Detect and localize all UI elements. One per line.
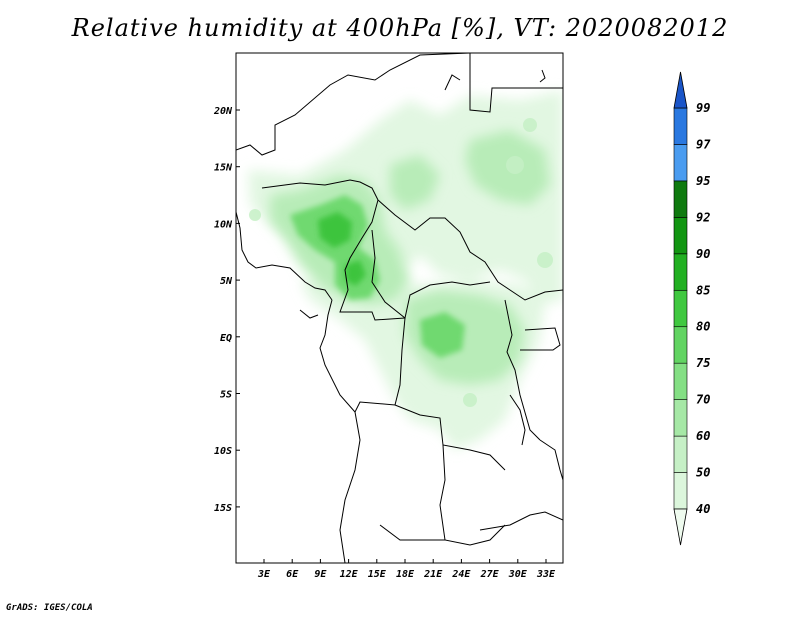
colorbar-segment xyxy=(673,326,688,364)
lat-label: EQ xyxy=(220,333,232,344)
colorbar-label: 75 xyxy=(696,356,710,370)
colorbar-segment xyxy=(673,472,688,510)
colorbar-label: 40 xyxy=(696,502,710,516)
colorbar-segment xyxy=(673,107,688,145)
colorbar-label: 90 xyxy=(696,247,710,261)
grads-credit: GrADS: IGES/COLA xyxy=(6,603,93,613)
lat-label: 20N xyxy=(213,106,233,117)
colorbar-label: 80 xyxy=(696,320,710,334)
colorbar-label: 99 xyxy=(696,101,710,115)
lon-label: 33E xyxy=(536,569,556,580)
colorbar-segment xyxy=(673,253,688,291)
colorbar-segment xyxy=(673,144,688,182)
colorbar-segment xyxy=(673,435,688,473)
lon-label: 21E xyxy=(423,569,443,580)
map-title: Relative humidity at 400hPa [%], VT: 202… xyxy=(71,14,729,42)
colorbar-label: 60 xyxy=(696,429,710,443)
longitude-axis: 3E 6E 9E 12E 15E 18E 21E 24E 27E 30E 33E xyxy=(257,559,556,580)
lat-label: 5N xyxy=(220,276,233,287)
colorbar-segment xyxy=(673,399,688,437)
colorbar-lower-arrow xyxy=(673,508,688,546)
lon-label: 24E xyxy=(451,569,471,580)
lat-label: 15N xyxy=(214,163,233,174)
humidity-field xyxy=(248,90,563,450)
lon-label: 9E xyxy=(314,569,327,580)
colorbar-label: 85 xyxy=(696,283,710,297)
lon-label: 27E xyxy=(480,569,500,580)
lon-label: 15E xyxy=(368,569,387,580)
latitude-axis: 20N 15N 10N 5N EQ 5S 10S 15S xyxy=(213,106,240,514)
colorbar-label: 92 xyxy=(696,210,710,224)
lon-label: 30E xyxy=(508,569,528,580)
lat-label: 15S xyxy=(214,503,232,514)
colorbar-segment xyxy=(673,217,688,255)
colorbar-segment xyxy=(673,289,688,328)
lon-label: 3E xyxy=(257,569,271,580)
colorbar-segment xyxy=(673,362,688,400)
map-frame xyxy=(235,52,564,564)
colorbar-label: 97 xyxy=(696,137,711,151)
colorbar-label: 95 xyxy=(696,174,710,188)
lat-label: 5S xyxy=(220,390,232,401)
colorbar-label: 50 xyxy=(696,466,710,480)
lat-label: 10N xyxy=(214,219,233,230)
lon-label: 12E xyxy=(340,569,359,580)
lon-label: 6E xyxy=(286,569,299,580)
colorbar-segment xyxy=(673,180,688,218)
country-borders xyxy=(236,53,563,563)
lon-label: 18E xyxy=(396,569,415,580)
colorbar: 40 50 60 70 75 80 85 90 92 95 97 99 xyxy=(673,71,711,546)
colorbar-upper-arrow xyxy=(673,71,688,109)
lat-label: 10S xyxy=(214,446,232,457)
colorbar-label: 70 xyxy=(696,393,710,407)
